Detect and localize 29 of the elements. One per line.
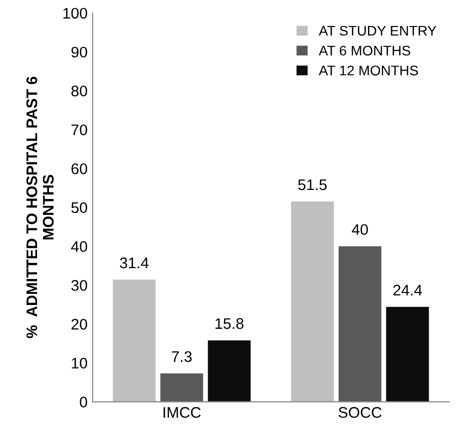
bar bbox=[208, 340, 251, 402]
y-tick-label: 80 bbox=[71, 86, 88, 96]
bar bbox=[386, 306, 429, 402]
data-label: 40 bbox=[352, 224, 368, 235]
legend-label: AT STUDY ENTRY bbox=[318, 26, 436, 36]
y-tick-label: 20 bbox=[72, 318, 88, 330]
data-label: 31.4 bbox=[120, 258, 149, 268]
y-tick-label: 40 bbox=[71, 241, 88, 252]
y-tick-label: 100 bbox=[63, 8, 88, 19]
y-tick-label: 50 bbox=[71, 202, 88, 214]
legend-label: AT 6 MONTHS bbox=[318, 46, 410, 56]
x-tick-label: SOCC bbox=[338, 407, 382, 418]
data-label: 15.8 bbox=[216, 318, 244, 329]
y-tick-label: 30 bbox=[71, 280, 88, 291]
legend-label: AT 12 MONTHS bbox=[318, 66, 418, 76]
bar bbox=[338, 246, 382, 402]
bar bbox=[291, 202, 334, 402]
y-tick-label: 90 bbox=[71, 46, 88, 58]
x-tick-label: IMCC bbox=[164, 407, 201, 418]
y-tick-label: 70 bbox=[72, 124, 88, 136]
y-tick-label: 10 bbox=[72, 358, 88, 369]
data-label: 24.4 bbox=[393, 284, 422, 296]
y-tick-label: 60 bbox=[72, 163, 88, 174]
bar bbox=[160, 373, 204, 402]
y-axis-title: % ADMITTED TO HOSPITAL PAST 6 MONTHS bbox=[26, 76, 54, 338]
data-label: 51.5 bbox=[298, 180, 327, 190]
bar bbox=[112, 280, 156, 402]
y-tick-label: 0 bbox=[80, 396, 88, 408]
data-label: 7.3 bbox=[172, 351, 192, 362]
